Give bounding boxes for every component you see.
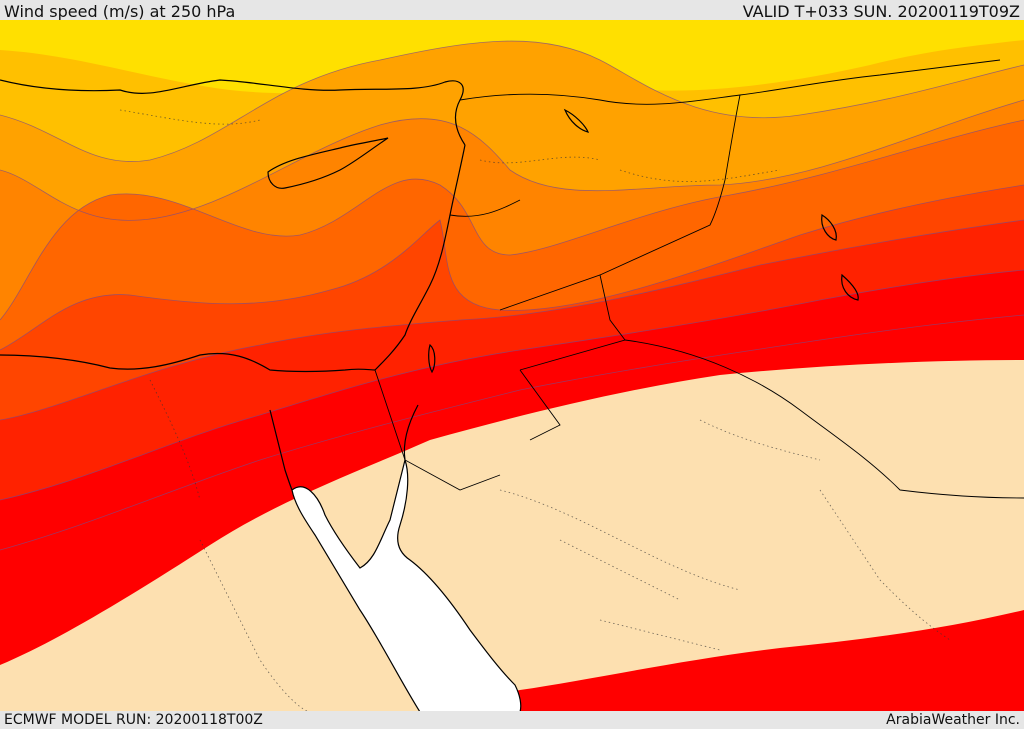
wind-speed-map xyxy=(0,20,1024,712)
admin-boundaries xyxy=(119,109,951,712)
below-threshold-region xyxy=(0,360,1024,712)
footer-bar: ECMWF MODEL RUN: 20200118T00Z ArabiaWeat… xyxy=(0,711,1024,729)
red-sea xyxy=(291,457,522,712)
map-title: Wind speed (m/s) at 250 hPa xyxy=(4,2,236,21)
country-borders xyxy=(374,59,1024,499)
map-canvas xyxy=(0,20,1024,712)
header-bar: Wind speed (m/s) at 250 hPa VALID T+033 … xyxy=(0,2,1024,22)
coastlines xyxy=(0,79,859,491)
credit-label: ArabiaWeather Inc. xyxy=(886,712,1020,728)
model-run-label: ECMWF MODEL RUN: 20200118T00Z xyxy=(4,712,263,728)
valid-time-label: VALID T+033 SUN. 20200119T09Z xyxy=(742,2,1020,21)
southern-jet-band xyxy=(460,612,1024,712)
